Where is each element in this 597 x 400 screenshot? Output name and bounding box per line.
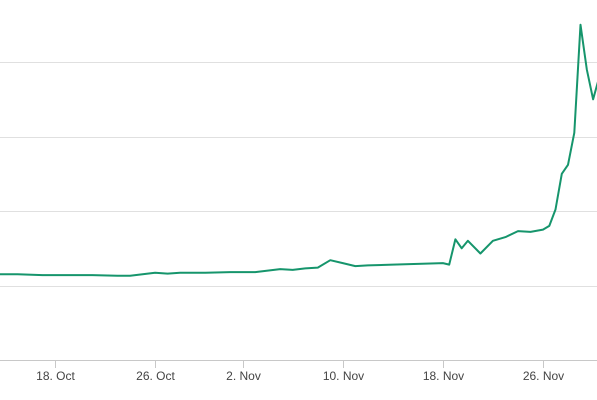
series-layer xyxy=(0,23,597,277)
x-tick-label: 2. Nov xyxy=(226,369,261,383)
series-line xyxy=(0,23,597,277)
x-tick-label: 18. Nov xyxy=(423,369,464,383)
x-tick-label: 26. Oct xyxy=(136,369,175,383)
grid xyxy=(0,62,597,287)
x-tick-label: 18. Oct xyxy=(36,369,75,383)
x-axis: 18. Oct 26. Oct 2. Nov 10. Nov 18. Nov 26. No… xyxy=(0,360,597,383)
x-tick-label: 10. Nov xyxy=(323,369,364,383)
x-tick-label: 26. Nov xyxy=(523,369,564,383)
